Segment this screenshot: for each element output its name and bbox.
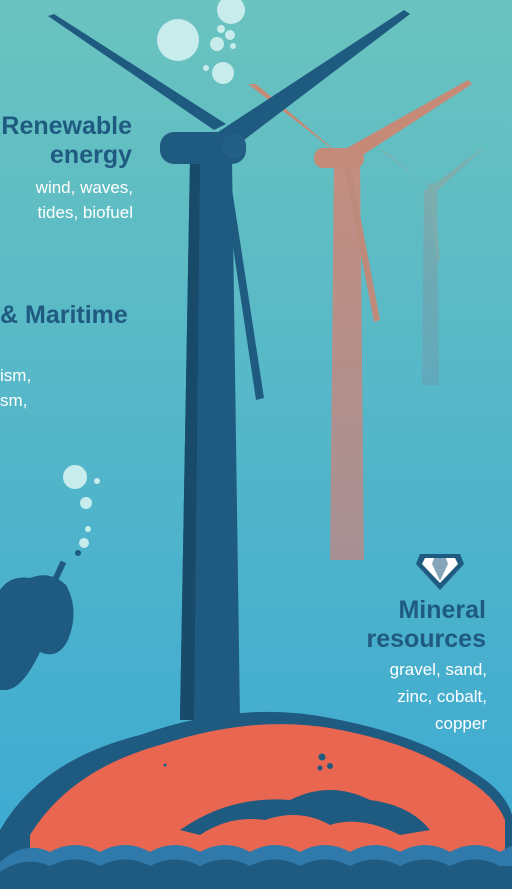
front-wind-turbine: [48, 10, 410, 720]
renewable-desc-line1: wind, waves,: [35, 178, 133, 197]
renewable-desc-line2: tides, biofuel: [37, 203, 133, 222]
maritime-desc-line2: sm,: [0, 391, 28, 410]
mineral-title-line1: Mineral: [398, 596, 486, 624]
maritime-title: & Maritime: [0, 301, 128, 329]
seabed-mound: [0, 711, 512, 889]
renewable-title-line1: Renewable: [1, 112, 132, 140]
middle-wind-turbine: [248, 80, 472, 560]
scuba-diver-silhouette: [0, 550, 81, 690]
maritime-desc-line1: ism,: [0, 366, 32, 385]
sea-waves: [0, 845, 512, 889]
mineral-desc-line3: copper: [435, 714, 487, 733]
far-wind-turbine: [380, 146, 486, 385]
air-bubbles-top: [157, 0, 245, 84]
air-bubbles-diver: [63, 465, 100, 548]
mineral-title-line2: resources: [366, 625, 486, 653]
mineral-desc-line2: zinc, cobalt,: [397, 687, 487, 706]
mineral-desc-line1: gravel, sand,: [389, 660, 487, 679]
diamond-icon: [416, 554, 464, 590]
renewable-title-line2: energy: [50, 141, 132, 169]
